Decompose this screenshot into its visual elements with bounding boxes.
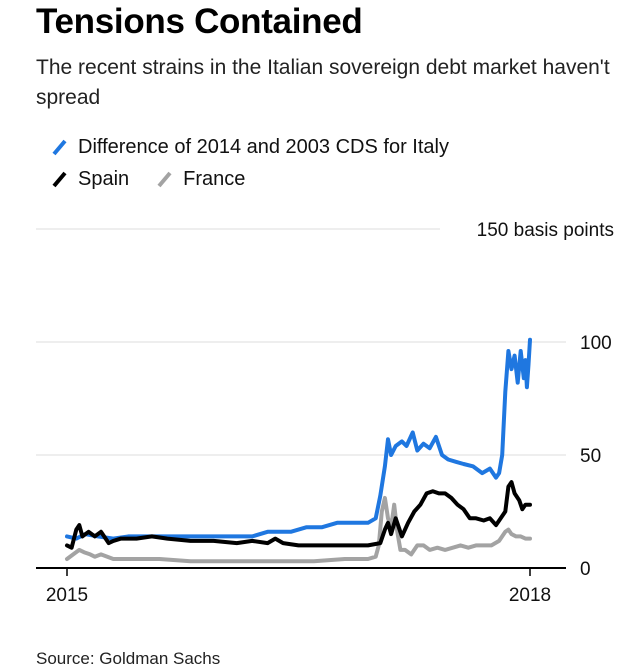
series-line-spain	[65, 480, 532, 550]
y-tick-label: 100	[580, 333, 612, 354]
series-line-france	[65, 495, 532, 564]
cds-line-chart: 150 basis points 100 50 0 2015 2018	[36, 220, 614, 606]
source-note: Source: Goldman Sachs	[36, 649, 221, 668]
legend-label-france: France	[183, 167, 246, 190]
y-tick-label: 150 basis points	[477, 220, 614, 241]
legend-swatch-spain-icon	[52, 171, 67, 188]
legend-row-2: Spain France	[50, 167, 271, 191]
legend-swatch-france-icon	[157, 171, 172, 188]
x-tick-label: 2015	[46, 585, 88, 606]
legend-item-spain: Spain	[50, 168, 129, 191]
chart-subtitle: The recent strains in the Italian sovere…	[36, 56, 610, 109]
chart-title: Tensions Contained	[36, 2, 363, 41]
y-tick-label: 50	[580, 446, 601, 467]
y-tick-label: 0	[580, 559, 591, 580]
legend-label-spain: Spain	[78, 167, 130, 190]
legend-swatch-italy-icon	[52, 139, 67, 156]
legend-item-italy: Difference of 2014 and 2003 CDS for Ital…	[50, 136, 449, 159]
x-tick-label: 2018	[509, 585, 551, 606]
legend-item-france: France	[155, 168, 245, 191]
series-line-italy	[65, 337, 532, 541]
legend-label-italy: Difference of 2014 and 2003 CDS for Ital…	[78, 135, 449, 158]
legend-row-1: Difference of 2014 and 2003 CDS for Ital…	[50, 135, 475, 159]
